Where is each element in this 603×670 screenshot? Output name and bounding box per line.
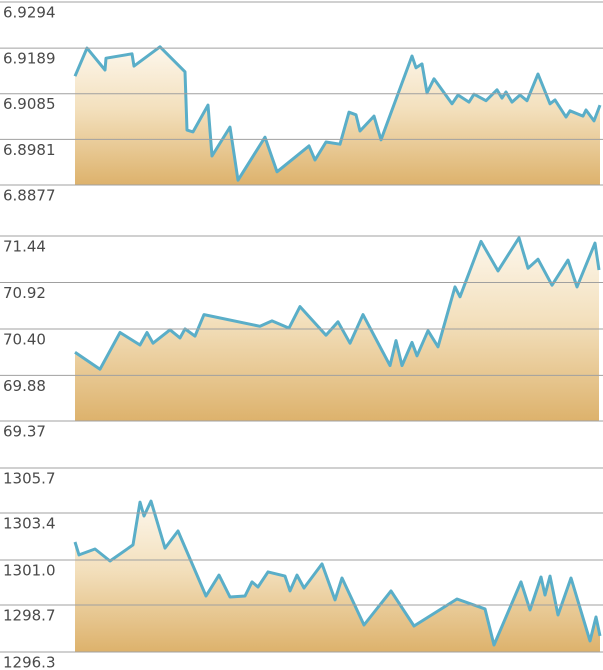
line [73,499,602,647]
y-tick-label: 69.88 [3,377,46,395]
area-fill [75,501,600,652]
y-tick-label: 1303.4 [3,515,56,533]
y-tick-label: 1296.3 [3,654,56,670]
y-tick-label: 6.9189 [3,50,56,68]
y-tick-label: 69.37 [3,423,46,441]
y-tick-label: 1305.7 [3,470,56,488]
y-tick-label: 1298.7 [3,607,56,625]
y-tick-label: 70.40 [3,330,46,348]
y-tick-label: 6.9294 [3,4,56,22]
line [73,45,602,182]
area-fill [75,46,600,185]
y-tick-label: 6.9085 [3,95,56,113]
y-tick-label: 1301.0 [3,562,56,580]
y-tick-label: 6.8877 [3,187,56,205]
y-tick-label: 6.8981 [3,141,56,159]
y-tick-label: 71.44 [3,238,46,256]
line [74,236,601,371]
y-tick-label: 70.92 [3,284,46,302]
